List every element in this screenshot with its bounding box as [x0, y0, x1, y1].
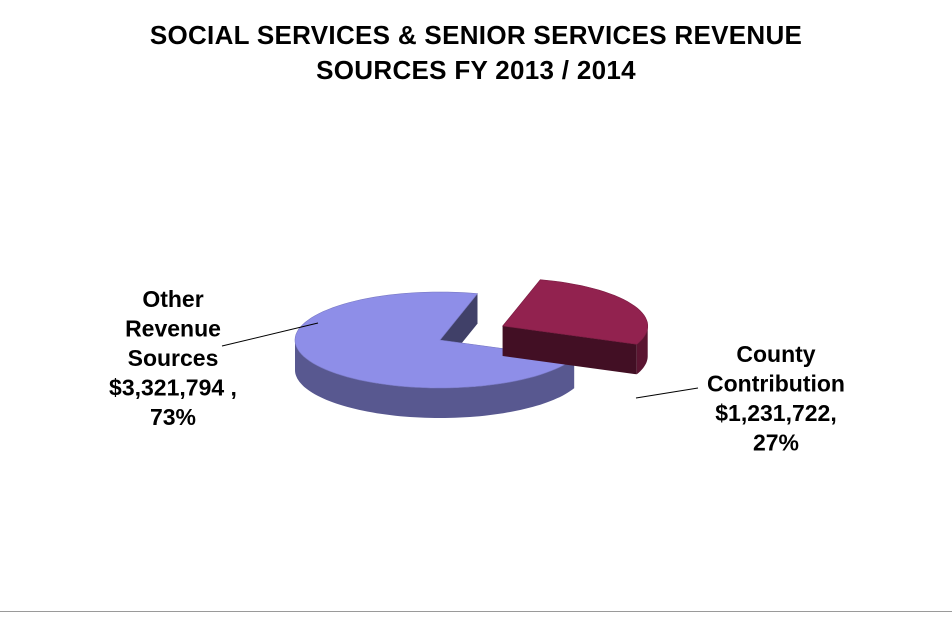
- slice-top-face: [502, 279, 649, 345]
- slice-label-1-line-5: 73%: [150, 404, 196, 430]
- slice-label-1-line-2: Revenue: [125, 316, 221, 342]
- pie-labels: Other Revenue Sources $3,321,794 , 73% County…: [109, 286, 845, 456]
- chart-title-line-1: SOCIAL SERVICES & SENIOR SERVICES REVENU…: [149, 20, 803, 50]
- slice-outer-wall: [295, 340, 575, 418]
- chart-title-line-2: SOURCES FY 2013 / 2014: [316, 55, 636, 85]
- pie-plot-area: [294, 279, 649, 418]
- pie-slice-2: [502, 279, 649, 375]
- slice-label-2-line-3: $1,231,722,: [715, 400, 837, 426]
- leader-line-2: [635, 387, 699, 399]
- slice-label-1-line-1: Other: [142, 286, 203, 312]
- slice-label-2-line-2: Contribution: [707, 371, 845, 397]
- slice-outer-wall: [636, 326, 648, 375]
- slice-label-2-line-1: County: [736, 341, 815, 367]
- slice-label-2-line-4: 27%: [753, 430, 799, 456]
- pie-slice-1: [294, 291, 575, 418]
- bottom-divider: [0, 611, 952, 612]
- slice-label-1-line-4: $3,321,794 ,: [109, 375, 237, 401]
- slice-label-1-line-3: Sources: [128, 345, 219, 371]
- slice-edge-wall: [502, 326, 637, 375]
- leader-line-1: [221, 322, 319, 347]
- slice-top-face: [294, 291, 575, 389]
